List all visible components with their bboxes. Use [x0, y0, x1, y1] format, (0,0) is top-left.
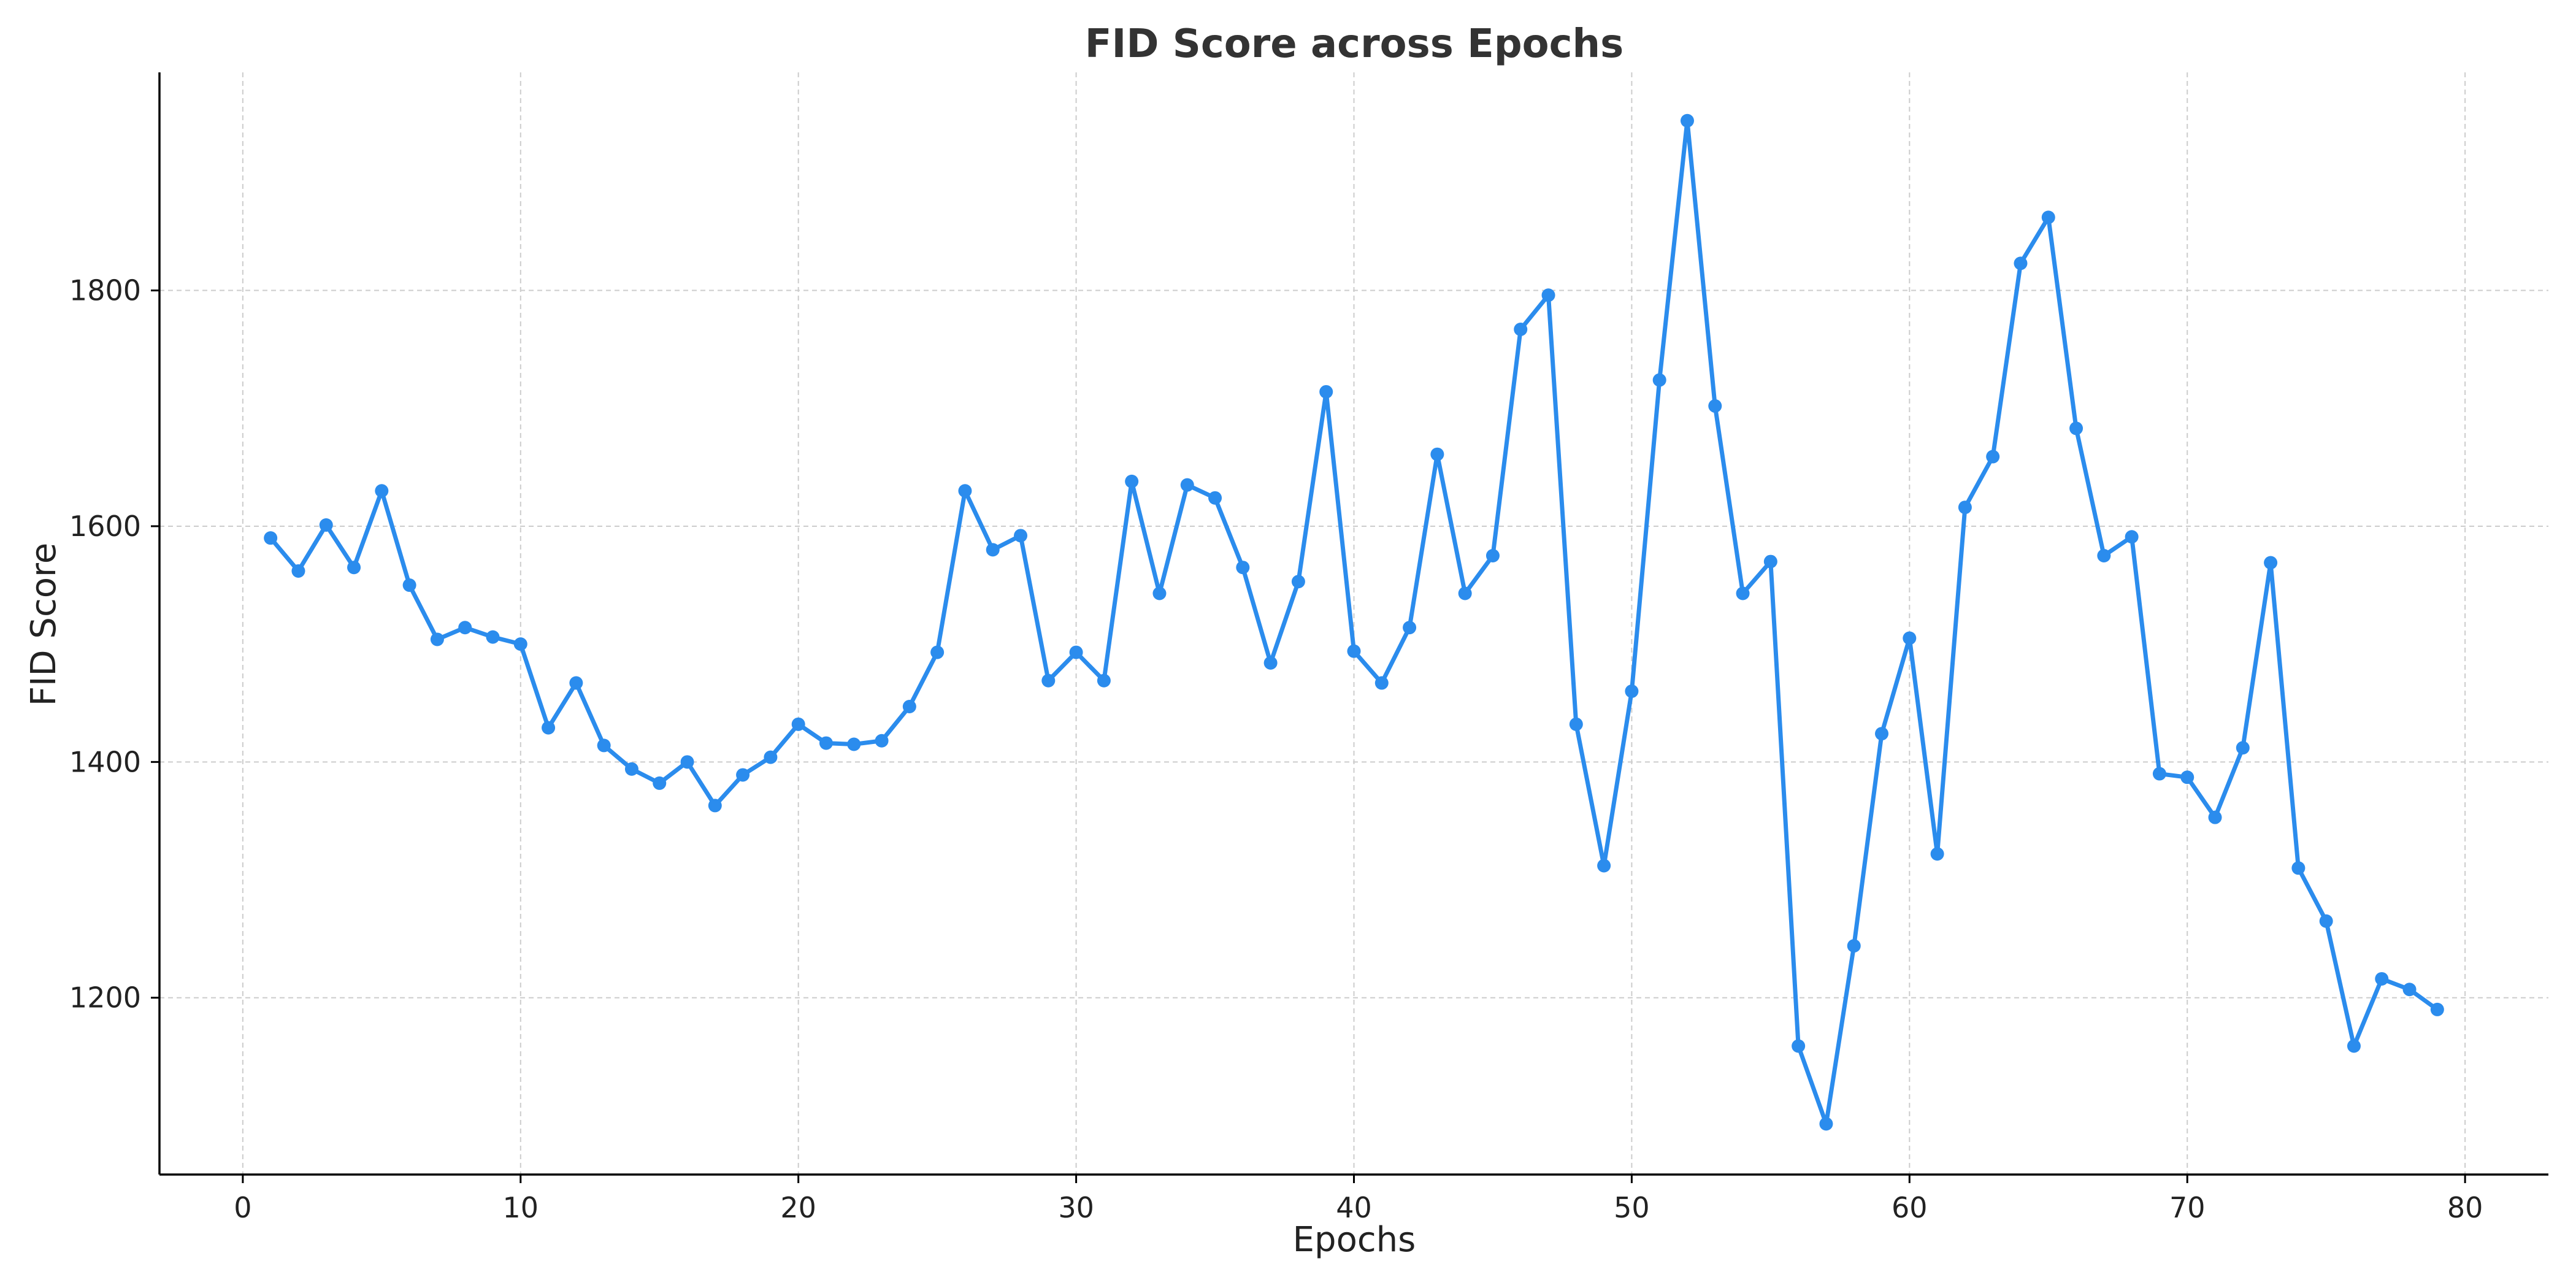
y-axis-label: FID Score	[24, 543, 64, 707]
data-point	[930, 645, 945, 659]
data-point	[264, 531, 278, 545]
data-point	[430, 632, 444, 646]
data-point	[1097, 673, 1111, 688]
data-point	[2152, 767, 2166, 781]
data-point	[2319, 914, 2333, 928]
data-point	[2264, 556, 2278, 570]
data-point	[1986, 450, 2000, 464]
x-tick-label: 20	[780, 1191, 816, 1224]
data-point	[2097, 548, 2111, 562]
data-point	[2236, 741, 2250, 755]
data-point	[1847, 939, 1861, 953]
data-point	[2014, 256, 2028, 270]
data-point	[680, 755, 694, 769]
x-tick-label: 30	[1058, 1191, 1094, 1224]
data-point	[902, 699, 916, 713]
y-tick-label: 1600	[69, 510, 141, 543]
data-point	[1485, 548, 1500, 562]
data-point	[2430, 1002, 2444, 1016]
data-point	[764, 750, 778, 764]
data-point	[1708, 399, 1722, 413]
grid	[159, 72, 2548, 1175]
data-point	[319, 518, 333, 532]
data-point	[1763, 554, 1777, 569]
data-point	[2291, 861, 2306, 875]
data-point	[1903, 631, 1917, 645]
data-point	[1569, 717, 1583, 731]
data-point	[1792, 1039, 1806, 1053]
data-point	[1597, 859, 1611, 873]
data-point	[458, 621, 472, 635]
data-point	[624, 762, 638, 776]
data-point	[2402, 983, 2417, 997]
data-point	[1014, 529, 1028, 543]
data-point	[1152, 586, 1167, 600]
ticks: 0 10 20 30 40 50 60 70 80 1200 1400 1600 1800	[69, 274, 2483, 1224]
data-point	[847, 737, 861, 751]
x-tick-label: 0	[234, 1191, 251, 1224]
data-point	[819, 736, 833, 750]
data-point	[1069, 645, 1083, 659]
x-tick-label: 70	[2169, 1191, 2206, 1224]
data-point	[1430, 447, 1444, 461]
data-point	[375, 484, 389, 498]
data-point	[2375, 972, 2389, 986]
data-point	[1736, 586, 1750, 600]
x-tick-label: 60	[1892, 1191, 1928, 1224]
x-tick-label: 80	[2447, 1191, 2483, 1224]
data-point	[1125, 474, 1139, 488]
data-point	[2041, 210, 2055, 224]
x-axis-label: Epochs	[1293, 1220, 1416, 1260]
data-point	[347, 561, 361, 575]
data-point	[1541, 288, 1555, 302]
data-point	[1458, 586, 1472, 600]
data-point	[708, 799, 722, 813]
data-point	[1875, 727, 1889, 741]
data-point	[875, 734, 889, 748]
data-point	[2347, 1039, 2361, 1053]
data-point	[513, 637, 527, 651]
data-point	[958, 484, 972, 498]
data-point	[2180, 770, 2195, 784]
data-point	[402, 578, 416, 592]
series-group	[264, 113, 2444, 1131]
data-point	[2069, 421, 2083, 435]
data-point	[1208, 491, 1222, 505]
data-point	[1930, 847, 1944, 861]
data-point	[986, 543, 1000, 557]
data-point	[1652, 373, 1666, 387]
y-tick-label: 1800	[69, 274, 141, 307]
data-point	[736, 768, 750, 782]
data-point	[1625, 684, 1639, 699]
data-point	[1291, 575, 1305, 589]
data-point	[1236, 561, 1250, 575]
data-point	[791, 717, 805, 731]
data-point	[1680, 113, 1694, 128]
data-point	[2208, 810, 2222, 824]
data-point	[653, 776, 667, 790]
data-point	[1041, 673, 1056, 688]
data-point	[1263, 656, 1278, 670]
data-point	[486, 630, 500, 644]
x-tick-label: 40	[1336, 1191, 1372, 1224]
data-point	[1347, 644, 1361, 658]
data-point	[1180, 478, 1194, 492]
data-point	[1403, 621, 1417, 635]
data-point	[291, 564, 305, 578]
data-point	[1958, 500, 1972, 515]
data-point	[569, 676, 583, 690]
x-tick-label: 10	[503, 1191, 539, 1224]
data-point	[1319, 385, 1333, 399]
data-point	[1514, 322, 1528, 336]
x-tick-label: 50	[1614, 1191, 1650, 1224]
data-point	[1819, 1117, 1833, 1131]
data-point	[2125, 530, 2139, 544]
chart-title: FID Score across Epochs	[1085, 21, 1623, 67]
data-point	[1374, 676, 1389, 690]
data-point	[542, 721, 556, 735]
y-tick-label: 1200	[69, 981, 141, 1014]
y-tick-label: 1400	[69, 745, 141, 778]
data-point	[597, 738, 611, 753]
